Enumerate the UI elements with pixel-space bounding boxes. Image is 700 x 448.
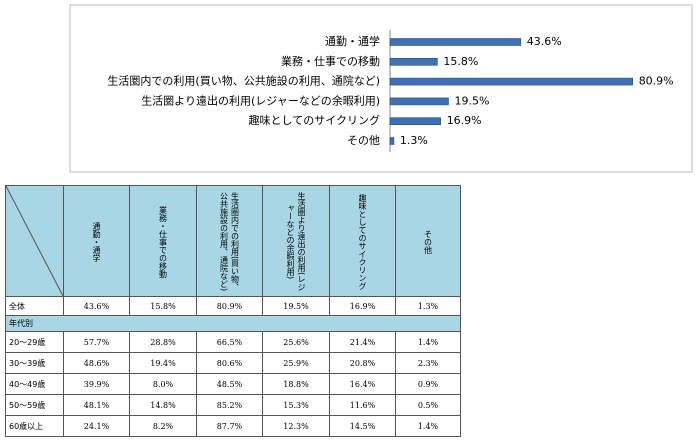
cell: 16.9% [329, 296, 396, 316]
cell: 1.4% [395, 331, 461, 353]
value-label: 19.5% [455, 94, 490, 107]
chart: 通勤・通学 43.6% 業務・仕事での移動 15.8% 生活圏内での利用(買い物、公共施… [69, 4, 693, 173]
category-label: 生活圏より遠出の利用(レジャーなどの余暇利用) [141, 93, 380, 107]
cell: 19.4% [129, 352, 197, 374]
cell: 1.4% [395, 415, 461, 437]
cell: 25.6% [262, 331, 330, 353]
bar [389, 77, 633, 86]
header-cell: 生活圏内での利用(買い物、公共施設の利用、通院など) [196, 185, 263, 297]
data-row: 40～49歳 39.9% 8.0% 48.5% 18.8% 16.4% 0.9% [5, 373, 461, 395]
header-cell: 生活圏より遠出の利用(レジャーなどの余暇利用) [262, 185, 330, 297]
row-label: 50～59歳 [5, 394, 64, 416]
value-label: 1.3% [400, 134, 428, 147]
row-label: 40～49歳 [5, 373, 64, 395]
cell: 43.6% [63, 296, 130, 316]
cell: 21.4% [329, 331, 396, 353]
total-row: 全体 43.6% 15.8% 80.9% 19.5% 16.9% 1.3% [5, 296, 461, 316]
cell: 28.8% [129, 331, 197, 353]
cell: 14.8% [129, 394, 197, 416]
cell: 80.6% [196, 352, 263, 374]
header-text: 生活圏より遠出の利用(レジャーなどの余暇利用) [286, 192, 306, 292]
diagonal [6, 186, 63, 296]
category-label: その他 [347, 134, 380, 147]
row-label: 全体 [5, 296, 64, 316]
category-label: 業務・仕事での移動 [281, 54, 380, 68]
cell: 15.8% [129, 296, 197, 316]
cell: 24.1% [63, 415, 130, 437]
bar [389, 97, 449, 106]
category-label: 生活圏内での利用(買い物、公共施設の利用、通院など) [107, 74, 380, 88]
cell: 2.3% [395, 352, 461, 374]
cell: 80.9% [196, 296, 263, 316]
cell: 19.5% [262, 296, 330, 316]
header-text: 通勤・通学 [92, 222, 101, 262]
cell: 66.5% [196, 331, 263, 353]
value-label: 15.8% [443, 55, 478, 68]
header-cell: その他 [395, 185, 461, 297]
cell: 1.3% [395, 296, 461, 316]
row-label: 30～39歳 [5, 352, 64, 374]
header-cell: 通勤・通学 [63, 185, 130, 297]
row-label: 60歳以上 [5, 415, 64, 437]
header-text: その他 [423, 230, 433, 254]
group-row: 年代別 [5, 315, 461, 332]
category-label: 趣味としてのサイクリング [249, 113, 380, 127]
value-label: 80.9% [639, 75, 674, 88]
header-row: 通勤・通学 業務・仕事での移動 生活圏内での利用(買い物、公共施設の利用、通院など)… [5, 185, 461, 297]
cell: 25.9% [262, 352, 330, 374]
cell: 14.5% [329, 415, 396, 437]
cell: 12.3% [262, 415, 330, 437]
corner-cell [5, 185, 64, 297]
cell: 48.6% [63, 352, 130, 374]
cell: 8.2% [129, 415, 197, 437]
cell: 87.7% [196, 415, 263, 437]
header-text: 業務・仕事での移動 [158, 206, 168, 278]
group-label: 年代別 [5, 315, 461, 332]
cell: 8.0% [129, 373, 197, 395]
chart-frame [69, 4, 693, 173]
cell: 57.7% [63, 331, 130, 353]
header-text: 趣味としてのサイクリング [358, 194, 367, 290]
cell: 0.5% [395, 394, 461, 416]
data-row: 30～39歳 48.6% 19.4% 80.6% 25.9% 20.8% 2.3% [5, 352, 461, 374]
category-label: 通勤・通学 [325, 34, 380, 48]
cell: 20.8% [329, 352, 396, 374]
value-label: 43.6% [527, 35, 562, 48]
data-row: 20～29歳 57.7% 28.8% 66.5% 25.6% 21.4% 1.4% [5, 331, 461, 353]
cell: 85.2% [196, 394, 263, 416]
cell: 15.3% [262, 394, 330, 416]
data-row: 50～59歳 48.1% 14.8% 85.2% 15.3% 11.6% 0.5% [5, 394, 461, 416]
bar [389, 38, 522, 46]
bar [389, 57, 438, 66]
bar [389, 137, 395, 145]
value-label: 16.9% [447, 114, 482, 127]
cell: 16.4% [329, 373, 396, 395]
cell: 18.8% [262, 373, 330, 395]
bar [389, 117, 442, 125]
header-text: 生活圏内での利用(買い物、公共施設の利用、通院など) [219, 192, 240, 292]
row-label: 20～29歳 [5, 331, 64, 353]
cell: 48.5% [196, 373, 263, 395]
header-cell: 趣味としてのサイクリング [329, 185, 396, 297]
table: 通勤・通学 業務・仕事での移動 生活圏内での利用(買い物、公共施設の利用、通院など)… [5, 185, 461, 437]
cell: 11.6% [329, 394, 396, 416]
cell: 0.9% [395, 373, 461, 395]
header-cell: 業務・仕事での移動 [129, 185, 197, 297]
cell: 39.9% [63, 373, 130, 395]
cell: 48.1% [63, 394, 130, 416]
data-row: 60歳以上 24.1% 8.2% 87.7% 12.3% 14.5% 1.4% [5, 415, 461, 437]
